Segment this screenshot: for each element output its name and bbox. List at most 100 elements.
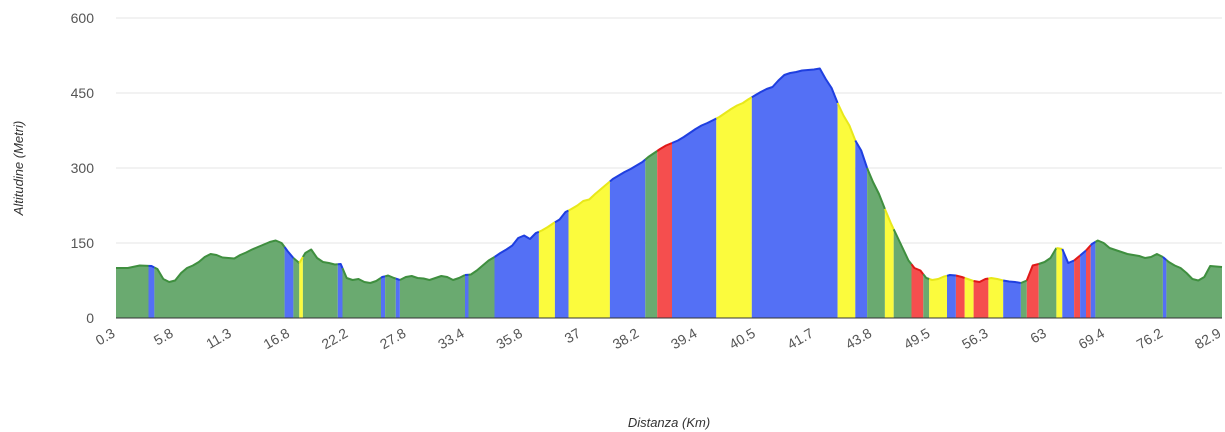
elevation-area-green [293, 258, 300, 318]
x-tick-label: 49.5 [901, 325, 933, 353]
elevation-line-blue [671, 117, 717, 144]
elevation-area-green [342, 268, 381, 318]
elevation-line-yellow [298, 256, 304, 264]
x-tick-label: 76.2 [1134, 325, 1166, 353]
elevation-line-yellow [1056, 247, 1063, 250]
elevation-line-green [866, 167, 886, 210]
elevation-area-blue [554, 210, 569, 318]
x-axis-ticks: 0.3 5.8 11.3 16.8 22.2 27.8 33.4 35.8 37 38.2 39.4… [93, 325, 1224, 353]
elevation-area-green [1095, 240, 1163, 318]
y-tick-label: 600 [71, 10, 95, 26]
elevation-line-red [910, 263, 925, 275]
elevation-line-yellow [988, 277, 1004, 282]
elevation-line-blue [148, 264, 155, 269]
elevation-area-green [116, 265, 149, 318]
elevation-line-yellow [836, 102, 857, 141]
elevation-line-green [468, 256, 496, 276]
elevation-line-yellow [715, 96, 753, 120]
elevation-area-yellow [884, 209, 894, 318]
x-tick-label: 27.8 [377, 325, 409, 353]
elevation-area-blue [337, 264, 343, 318]
elevation-area-green [302, 249, 338, 318]
elevation-area-blue [465, 274, 469, 318]
elevation-line-blue [609, 158, 646, 183]
elevation-area-blue [947, 275, 956, 318]
elevation-line-blue [337, 263, 344, 269]
elevation-area-blue [751, 68, 838, 318]
elevation-line-green [153, 239, 286, 283]
elevation-area-blue [1090, 241, 1096, 318]
y-tick-label: 0 [86, 310, 94, 326]
elevation-line-segments [116, 67, 1223, 284]
elevation-line-blue [283, 246, 295, 259]
elevation-area-red [911, 264, 924, 318]
y-tick-label: 150 [71, 235, 95, 251]
elevation-line-blue [395, 277, 401, 281]
elevation-line-red [955, 274, 966, 279]
elevation-area-blue [381, 276, 386, 318]
elevation-line-yellow [928, 274, 948, 281]
x-tick-label: 35.8 [493, 325, 525, 353]
elevation-area-blue [1162, 257, 1167, 318]
x-tick-label: 69.4 [1075, 325, 1107, 353]
elevation-area-yellow [568, 181, 610, 318]
elevation-line-red [1025, 263, 1039, 281]
elevation-line-blue [1162, 256, 1168, 261]
elevation-line-green [892, 228, 913, 265]
elevation-line-green [922, 273, 930, 280]
x-tick-label: 43.8 [843, 325, 875, 353]
elevation-area-green [399, 275, 465, 318]
x-tick-label: 0.3 [93, 325, 118, 349]
elevation-area-yellow [964, 278, 974, 318]
elevation-line-green [1020, 279, 1028, 284]
elevation-area-green [1166, 260, 1222, 318]
elevation-line-green [341, 267, 382, 284]
elevation-line-blue [946, 274, 956, 277]
elevation-line-yellow [538, 221, 556, 233]
elevation-area-blue [494, 231, 539, 318]
elevation-line-green [116, 264, 149, 269]
elevation-area-red [1086, 245, 1091, 318]
elevation-area-blue [609, 159, 646, 318]
elevation-line-green [302, 248, 338, 266]
x-tick-label: 5.8 [151, 325, 176, 349]
elevation-area-blue [284, 247, 294, 318]
elevation-area-yellow [538, 222, 555, 318]
x-tick-label: 82.9 [1192, 325, 1224, 353]
elevation-area-blue [1080, 250, 1086, 318]
y-axis-ticks: 0 150 300 450 600 [71, 10, 95, 326]
elevation-line-blue [1061, 248, 1075, 264]
elevation-line-blue [751, 67, 839, 104]
elevation-line-green [384, 274, 397, 280]
elevation-line-green [1094, 239, 1164, 259]
elevation-area-yellow [299, 257, 303, 318]
elevation-line-red [1085, 244, 1092, 252]
elevation-area-green [154, 240, 285, 318]
elevation-area-yellow [988, 278, 1004, 318]
x-tick-label: 39.4 [668, 325, 700, 353]
elevation-area-green [385, 275, 396, 318]
elevation-area-green [1038, 248, 1057, 318]
elevation-area-blue [148, 265, 155, 318]
elevation-area-red [955, 275, 965, 318]
elevation-area-red [1074, 255, 1081, 318]
elevation-line-blue [854, 139, 869, 169]
elevation-area-red [1026, 264, 1039, 318]
elevation-area-yellow [837, 103, 856, 318]
x-tick-label: 37 [562, 325, 584, 347]
elevation-area-green [893, 229, 912, 318]
elevation-line-red [973, 277, 989, 283]
elevation-area-red [657, 143, 672, 318]
elevation-area-yellow [716, 97, 752, 318]
y-tick-label: 300 [71, 160, 95, 176]
elevation-area-blue [1003, 280, 1021, 318]
x-tick-label: 56.3 [959, 325, 991, 353]
elevation-line-green [292, 257, 300, 264]
elevation-line-blue [1003, 279, 1022, 284]
elevation-line-blue [380, 275, 386, 279]
elevation-area-segments [116, 68, 1222, 318]
elevation-line-blue [1079, 249, 1087, 257]
elevation-area-blue [1062, 249, 1075, 318]
elevation-line-green [1038, 247, 1058, 265]
y-axis-title: Altitudine (Metri) [11, 121, 26, 217]
